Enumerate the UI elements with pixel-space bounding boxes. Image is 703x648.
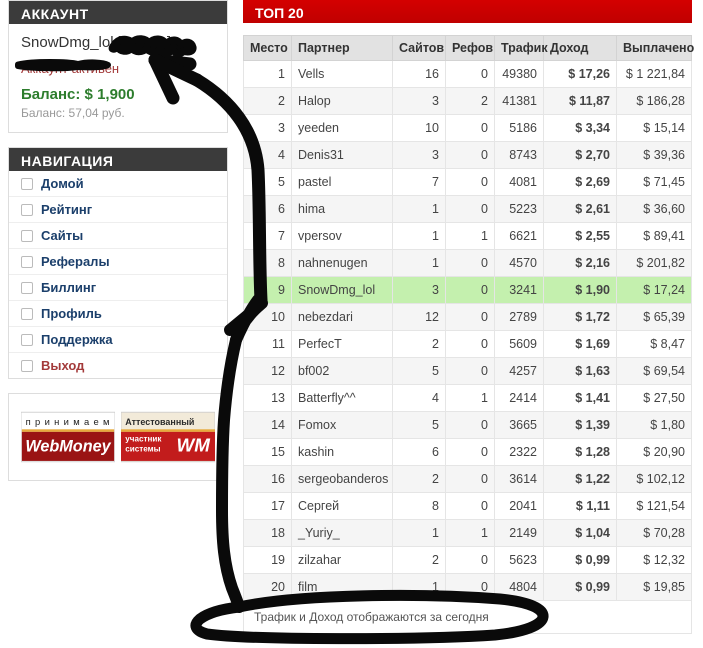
svg-text:системы: системы xyxy=(125,445,160,454)
svg-text:WebMoney: WebMoney xyxy=(25,438,111,456)
svg-text:Аттестованный: Аттестованный xyxy=(125,417,194,427)
svg-text:WM: WM xyxy=(177,435,211,456)
svg-text:участник: участник xyxy=(125,434,162,443)
svg-text:п р и н и м а е м: п р и н и м а е м xyxy=(26,416,111,427)
